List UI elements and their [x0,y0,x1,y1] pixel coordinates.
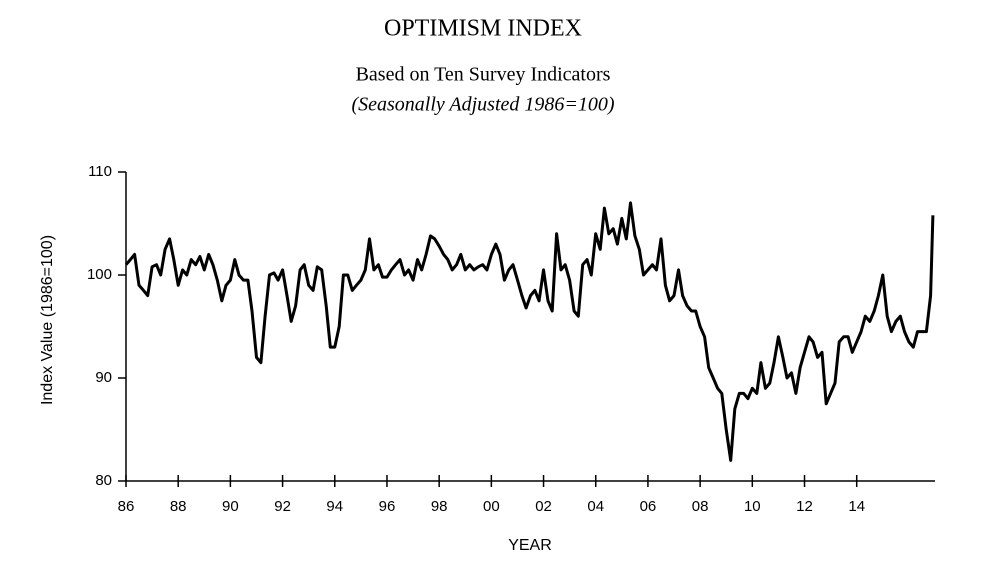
x-tick-label: 86 [118,498,135,515]
x-tick-label: 98 [431,498,448,515]
x-tick-label: 00 [483,498,500,515]
x-tick-label: 06 [640,498,657,515]
x-tick-label: 08 [692,498,709,515]
x-tick-label: 94 [326,498,343,515]
y-axis-label: Index Value (1986=100) [39,235,56,405]
x-tick-label: 02 [535,498,552,515]
chart-title: OPTIMISM INDEX [384,16,582,42]
chart-note: (Seasonally Adjusted 1986=100) [351,94,614,116]
x-tick-label: 92 [274,498,291,515]
x-tick-label: 88 [170,498,187,515]
x-tick-label: 10 [744,498,761,515]
y-tick-label: 90 [95,369,112,386]
data-line [124,201,935,462]
y-tick-label: 100 [87,266,112,283]
y-tick-label: 80 [95,472,112,489]
x-tick-label: 04 [587,498,604,515]
y-tick-label: 110 [88,163,112,180]
x-tick-label: 14 [848,498,865,515]
x-tick-label: 96 [379,498,396,515]
x-axis-label: YEAR [508,537,552,554]
x-tick-label: 90 [222,498,239,515]
x-tick-label: 12 [796,498,813,515]
chart-subtitle: Based on Ten Survey Indicators [356,64,611,86]
